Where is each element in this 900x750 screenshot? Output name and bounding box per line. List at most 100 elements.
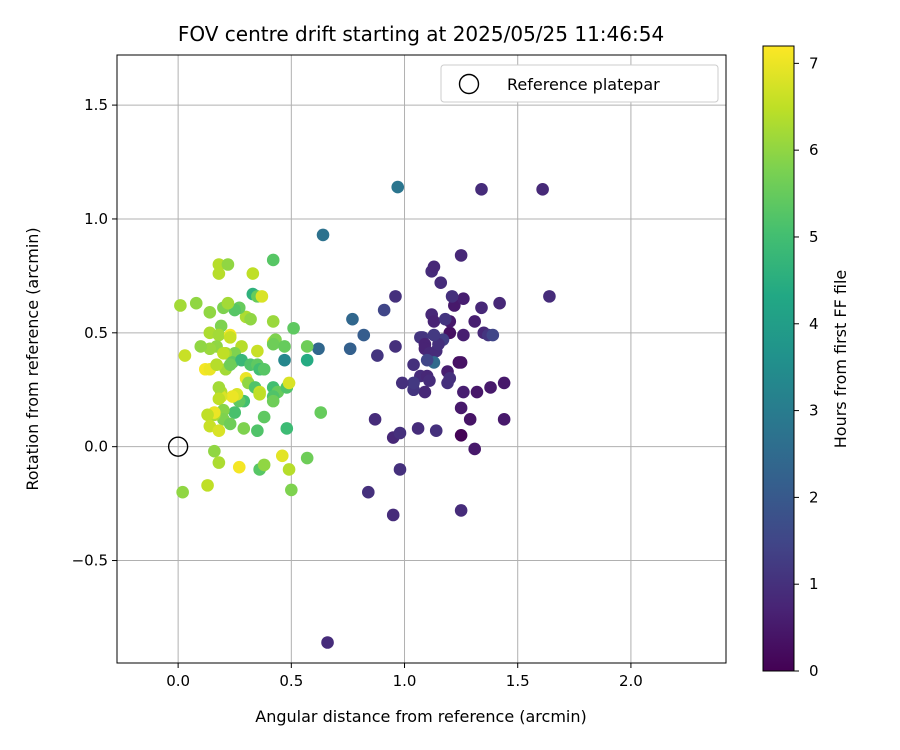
scatter-point [475,301,488,315]
x-tick-label: 0.5 [279,672,303,690]
scatter-point [201,479,214,492]
colorbar-label: Hours from first FF file [831,270,850,449]
scatter-point [497,376,511,390]
scatter-point [285,483,298,497]
scatter-point [314,406,328,419]
colorbar-ticks: 0 1 2 3 4 5 6 7 [794,54,819,680]
colorbar-tick-label: 6 [809,141,819,159]
x-tick-label: 1.0 [393,672,417,690]
scatter-point [223,417,237,431]
scatter-point [427,328,441,342]
chart-title: FOV centre drift starting at 2025/05/25 … [178,22,664,46]
scatter-point [536,183,549,196]
scatter-point [423,374,436,387]
scatter-point [407,376,420,390]
scatter-point [443,372,457,385]
scatter-point [201,408,214,422]
scatter-point [280,422,294,435]
scatter-point [282,463,296,476]
scatter-point [543,290,556,303]
colorbar-tick-label: 7 [809,54,819,72]
x-tick-label: 1.5 [506,672,530,690]
scatter-point [454,504,468,517]
scatter-point [312,342,325,356]
scatter-point [300,451,314,465]
scatter-point [321,636,334,649]
scatter-point [386,508,400,522]
scatter-point [438,312,452,326]
scatter-point [468,442,482,456]
scatter-point [266,394,280,408]
scatter-point [368,413,382,426]
scatter-point [217,347,230,360]
scatter-point [232,460,246,474]
scatter-point [497,413,511,426]
colorbar-tick-label: 4 [809,315,819,333]
scatter-point [389,340,402,353]
data-points [174,180,556,649]
reference-platepar-marker [167,436,189,457]
y-tick-label: 1.5 [84,96,108,114]
reference-marker-layer [167,436,189,457]
y-tick-label: 0.0 [84,438,108,456]
scatter-point [266,253,280,267]
scatter-point [407,358,420,371]
scatter-point [434,276,448,290]
y-tick-label: 1.0 [84,210,108,228]
y-axis-ticks: −0.5 0.0 0.5 1.0 1.5 [72,96,117,570]
y-axis-label: Rotation from reference (arcmin) [23,227,42,490]
scatter-point [457,328,470,342]
scatter-point [361,485,375,499]
x-tick-label: 2.0 [619,672,643,690]
scatter-point [257,362,271,376]
scatter-point [212,424,226,438]
scatter-point [275,449,289,463]
scatter-point [454,249,468,262]
x-axis-label: Angular distance from reference (arcmin) [255,707,586,726]
scatter-point [463,413,477,426]
scatter-point [445,290,459,303]
scatter-point [391,180,405,194]
scatter-point [418,385,432,399]
scatter-point [454,428,468,442]
scatter-point [282,376,296,390]
colorbar-tick-label: 0 [809,662,819,680]
scatter-point [278,353,291,367]
scatter-point [210,358,223,371]
scatter-point [221,258,235,271]
scatter-point [194,340,208,353]
scatter-point [251,424,264,438]
legend-box [440,64,719,103]
colorbar-tick-label: 3 [809,402,819,420]
legend-label: Reference platepar [507,75,660,94]
scatter-point [212,267,226,280]
scatter-point [226,390,239,403]
scatter-point [357,328,371,342]
scatter-point [287,321,300,335]
scatter-point [457,292,470,305]
scatter-point [223,331,237,344]
scatter-point [493,296,506,310]
scatter-point [212,258,226,271]
plot-frame [116,54,727,664]
legend-marker-open-circle [458,73,480,95]
scatter-point [174,299,187,312]
scatter-point [454,401,468,415]
scatter-point [420,353,434,367]
scatter-point [457,385,470,399]
scatter-point [470,385,484,399]
colorbar-tick-label: 2 [809,488,819,506]
scatter-point [251,344,264,358]
scatter-point [427,260,441,274]
colorbar-tick-label: 1 [809,575,819,593]
scatter-point [389,290,402,303]
scatter-point [468,315,482,328]
scatter-point [486,328,500,342]
scatter-point [377,303,391,317]
x-tick-label: 0.0 [166,672,190,690]
scatter-point [253,387,266,401]
scatter-point [393,463,407,476]
scatter-point [429,424,443,438]
scatter-point [208,444,221,458]
